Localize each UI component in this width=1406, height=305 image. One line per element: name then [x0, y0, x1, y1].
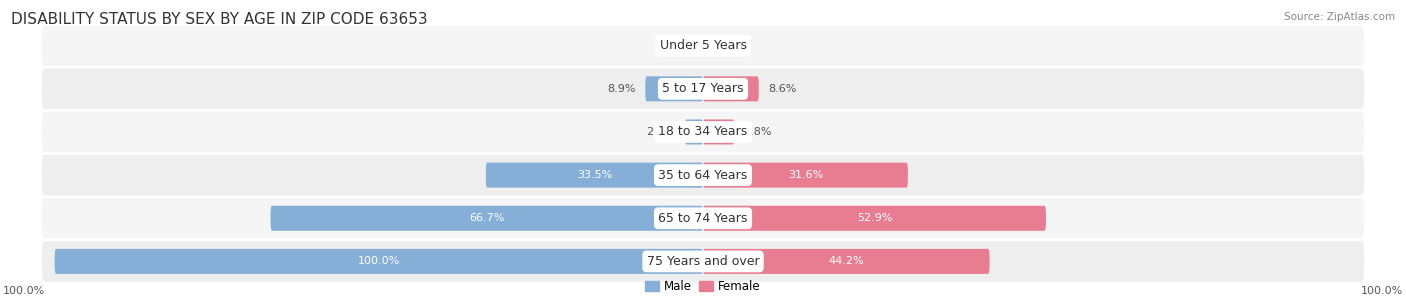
Text: 0.0%: 0.0% [713, 41, 741, 51]
Text: Under 5 Years: Under 5 Years [659, 39, 747, 52]
FancyBboxPatch shape [703, 206, 1046, 231]
Text: 100.0%: 100.0% [3, 286, 45, 296]
FancyBboxPatch shape [270, 206, 703, 231]
Text: 4.8%: 4.8% [744, 127, 772, 137]
Text: 44.2%: 44.2% [828, 257, 865, 266]
Text: 18 to 34 Years: 18 to 34 Years [658, 125, 748, 138]
Text: 8.9%: 8.9% [607, 84, 636, 94]
Text: 35 to 64 Years: 35 to 64 Years [658, 169, 748, 181]
FancyBboxPatch shape [703, 163, 908, 188]
FancyBboxPatch shape [645, 76, 703, 101]
Text: 8.6%: 8.6% [769, 84, 797, 94]
Text: 2.8%: 2.8% [647, 127, 675, 137]
FancyBboxPatch shape [703, 76, 759, 101]
FancyBboxPatch shape [685, 120, 703, 145]
Text: 66.7%: 66.7% [470, 213, 505, 223]
FancyBboxPatch shape [703, 249, 990, 274]
Text: 100.0%: 100.0% [357, 257, 399, 266]
FancyBboxPatch shape [42, 241, 1364, 282]
FancyBboxPatch shape [42, 69, 1364, 109]
FancyBboxPatch shape [703, 120, 734, 145]
Text: 75 Years and over: 75 Years and over [647, 255, 759, 268]
FancyBboxPatch shape [486, 163, 703, 188]
Text: 0.0%: 0.0% [665, 41, 693, 51]
Text: 65 to 74 Years: 65 to 74 Years [658, 212, 748, 225]
FancyBboxPatch shape [55, 249, 703, 274]
FancyBboxPatch shape [42, 198, 1364, 239]
Text: 52.9%: 52.9% [856, 213, 893, 223]
Text: DISABILITY STATUS BY SEX BY AGE IN ZIP CODE 63653: DISABILITY STATUS BY SEX BY AGE IN ZIP C… [11, 12, 427, 27]
Text: 33.5%: 33.5% [576, 170, 612, 180]
Text: Source: ZipAtlas.com: Source: ZipAtlas.com [1284, 12, 1395, 22]
Text: 31.6%: 31.6% [787, 170, 823, 180]
FancyBboxPatch shape [42, 25, 1364, 66]
Text: 100.0%: 100.0% [1361, 286, 1403, 296]
Text: 5 to 17 Years: 5 to 17 Years [662, 82, 744, 95]
FancyBboxPatch shape [42, 112, 1364, 152]
FancyBboxPatch shape [42, 155, 1364, 196]
Legend: Male, Female: Male, Female [645, 280, 761, 293]
